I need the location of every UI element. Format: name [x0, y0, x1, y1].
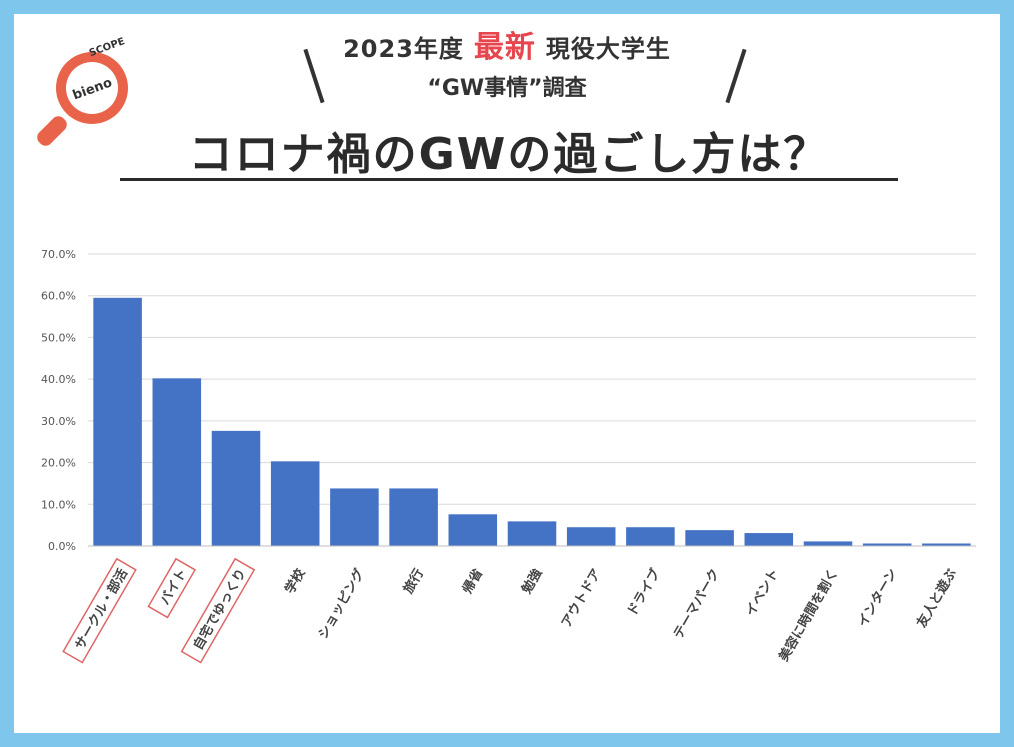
x-tick-label: 勉強 — [518, 566, 545, 597]
content-card — [14, 14, 1000, 733]
x-tick-label: 学校 — [282, 565, 309, 596]
y-tick-label: 70.0% — [41, 248, 76, 261]
x-tick-label: 友人と遊ぶ — [913, 566, 959, 630]
survey-subject: 現役大学生 — [545, 35, 671, 63]
x-tick-label: 自宅でゆっくり — [190, 566, 249, 653]
y-tick-label: 0.0% — [48, 540, 76, 553]
bar — [626, 527, 675, 546]
bar — [93, 297, 142, 546]
latest-badge: 最新 — [473, 30, 536, 65]
y-tick-label: 10.0% — [41, 498, 76, 511]
y-tick-label: 60.0% — [41, 290, 76, 303]
page-title: コロナ禍のGWの過ごし方は？ — [188, 129, 830, 180]
x-tick-label: テーマパーク — [671, 567, 723, 642]
highlight-box — [180, 557, 256, 664]
bar — [685, 530, 734, 546]
bar — [389, 488, 438, 546]
bar — [152, 378, 202, 546]
x-tick-label: ドライブ — [624, 566, 664, 619]
x-tick-label: イベント — [743, 567, 782, 620]
x-tick-label: ショッピング — [315, 566, 368, 642]
bar — [330, 488, 379, 546]
bar — [448, 514, 498, 546]
x-tick-label: 帰省 — [459, 566, 486, 597]
x-tick-label: アウトドア — [559, 567, 604, 631]
survey-subtitle: “GW事情”調査 — [427, 76, 587, 101]
highlight-box — [147, 557, 197, 619]
x-tick-label: サークル・部活 — [72, 566, 131, 652]
bar — [566, 527, 616, 546]
bar — [744, 533, 794, 546]
y-tick-label: 50.0% — [41, 331, 76, 344]
bar — [803, 541, 853, 546]
x-tick-label: 旅行 — [400, 566, 427, 597]
title-underline — [120, 178, 898, 181]
highlight-box — [62, 557, 137, 664]
x-tick-label: 美容に時間を割く — [776, 566, 842, 664]
y-tick-label: 30.0% — [41, 415, 76, 428]
bar — [211, 430, 261, 546]
magnifier-icon: bieno SCOPE — [37, 36, 128, 146]
bar — [862, 543, 912, 546]
bar — [922, 543, 971, 546]
survey-year: 2023年度 — [343, 35, 464, 63]
bar — [270, 461, 320, 546]
y-tick-label: 40.0% — [41, 373, 76, 386]
y-tick-label: 20.0% — [41, 457, 76, 470]
survey-heading: 2023年度 最新 現役大学生 — [0, 22, 1014, 66]
bar — [507, 521, 557, 546]
x-tick-label: インターン — [855, 567, 900, 630]
